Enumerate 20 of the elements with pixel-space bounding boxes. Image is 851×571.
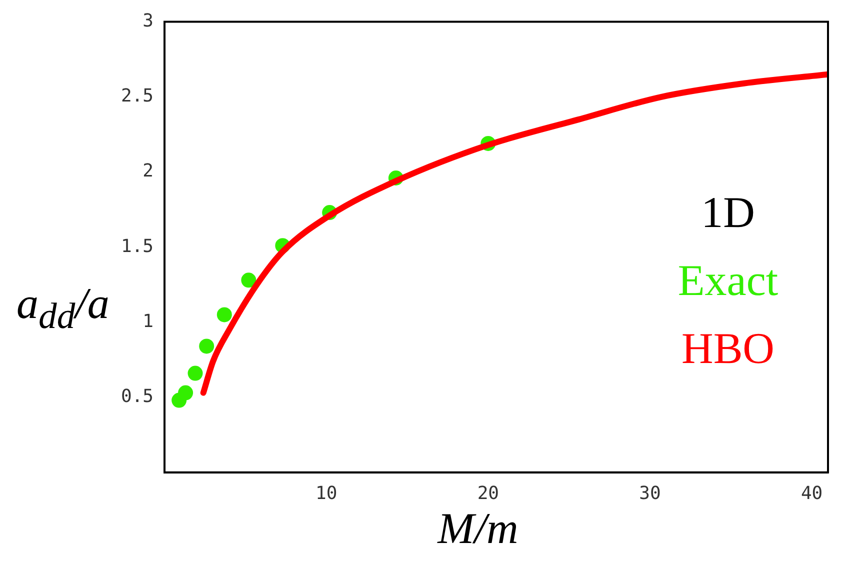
point (178, 385, 194, 400)
y-tick-label: 3 (142, 10, 154, 32)
point (199, 338, 214, 354)
x-tick-label: 10 (315, 482, 338, 504)
y-axis-title: a$_{dd}$/a (16, 278, 110, 337)
x-axis-title: M/m (436, 503, 520, 554)
y-tick-label: 1.5 (120, 236, 154, 257)
x-tick-label: 20 (477, 482, 500, 504)
x-tick-label: 30 (639, 482, 661, 504)
x-tick-label: 40 (800, 482, 823, 504)
point (188, 366, 203, 381)
point (241, 272, 256, 288)
y-tick-label: 0.5 (120, 386, 154, 407)
legend-title: 1D (701, 188, 755, 238)
text: Exact (678, 256, 778, 306)
point (216, 307, 232, 322)
y-tick-label: 2.5 (120, 86, 154, 107)
text: HBO (682, 324, 774, 374)
y-tick-label: 1 (142, 310, 154, 332)
y-tick-label: 2 (142, 160, 154, 182)
